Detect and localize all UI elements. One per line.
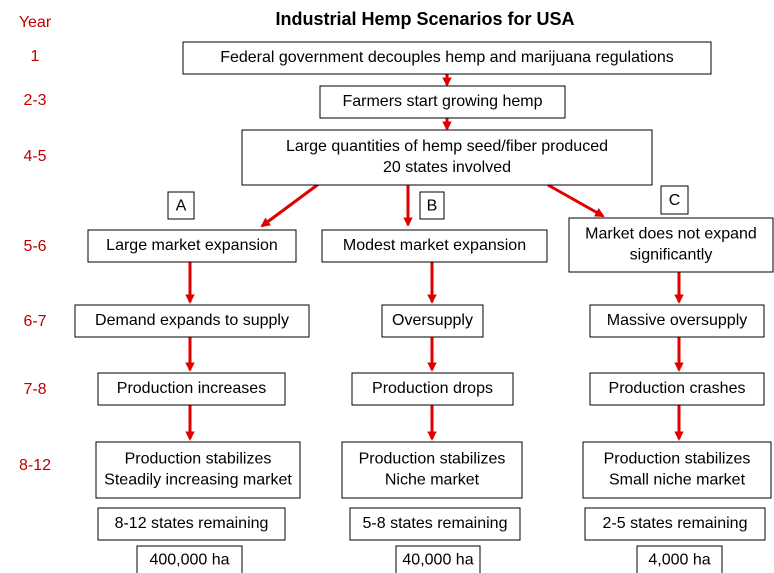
scenario-label-box [660, 185, 689, 215]
step [321, 229, 548, 263]
step [74, 304, 310, 338]
step-text: 5-8 states remaining [363, 515, 508, 532]
step-text: Large market expansion [106, 237, 278, 254]
node [319, 85, 566, 119]
step-text: Production stabilizes [125, 451, 272, 468]
step-text: Production stabilizes [604, 451, 751, 468]
step [341, 441, 523, 499]
step-text: Massive oversupply [607, 312, 748, 329]
year-label: 7-8 [23, 381, 46, 398]
step [349, 507, 521, 541]
year-label: 2-3 [23, 92, 46, 109]
step-text: Niche market [385, 472, 480, 489]
step-text: Market does not expand [585, 226, 757, 243]
step [87, 229, 297, 263]
step-text: Production crashes [609, 380, 746, 397]
year-label: 1 [31, 48, 40, 65]
step [97, 372, 286, 406]
scenario-label: A [176, 198, 187, 215]
step [589, 372, 765, 406]
node [241, 129, 653, 186]
step-text: 8-12 states remaining [115, 515, 269, 532]
step [589, 304, 765, 338]
scenario-label: C [669, 192, 681, 209]
step-text: 2-5 states remaining [603, 515, 748, 532]
step [584, 507, 766, 541]
step [136, 545, 243, 573]
step [582, 441, 772, 499]
step [568, 217, 774, 273]
step [395, 545, 481, 573]
step-text: Steadily increasing market [104, 472, 292, 489]
step-text: Demand expands to supply [95, 312, 289, 329]
step-text: 400,000 ha [149, 552, 229, 569]
step-text: Modest market expansion [343, 237, 526, 254]
step-text: Production increases [117, 380, 266, 397]
scenario-label-box [167, 191, 195, 220]
year-label: 4-5 [23, 148, 46, 165]
step-text: 4,000 ha [648, 552, 710, 569]
year-label: 6-7 [23, 313, 46, 330]
year-header: Year [19, 14, 52, 31]
node-text: Federal government decouples hemp and ma… [220, 49, 674, 66]
node-text: Large quantities of hemp seed/fiber prod… [286, 138, 608, 155]
year-label: 5-6 [23, 238, 46, 255]
step [636, 545, 723, 573]
step-text: significantly [630, 247, 713, 264]
scenario-label: B [427, 198, 438, 215]
node [182, 41, 712, 75]
step [381, 304, 484, 338]
year-label: 8-12 [19, 457, 51, 474]
step-text: Oversupply [392, 312, 473, 329]
step-text: Production stabilizes [359, 451, 506, 468]
step [351, 372, 514, 406]
step [95, 441, 301, 499]
title: Industrial Hemp Scenarios for USA [275, 9, 574, 29]
step-text: 40,000 ha [402, 552, 473, 569]
arrows [185, 74, 684, 441]
node-text: 20 states involved [383, 159, 511, 176]
step-text: Production drops [372, 380, 493, 397]
step [97, 507, 286, 541]
scenario-label-box [419, 191, 445, 220]
node-text: Farmers start growing hemp [342, 93, 542, 110]
step-text: Small niche market [609, 472, 746, 489]
